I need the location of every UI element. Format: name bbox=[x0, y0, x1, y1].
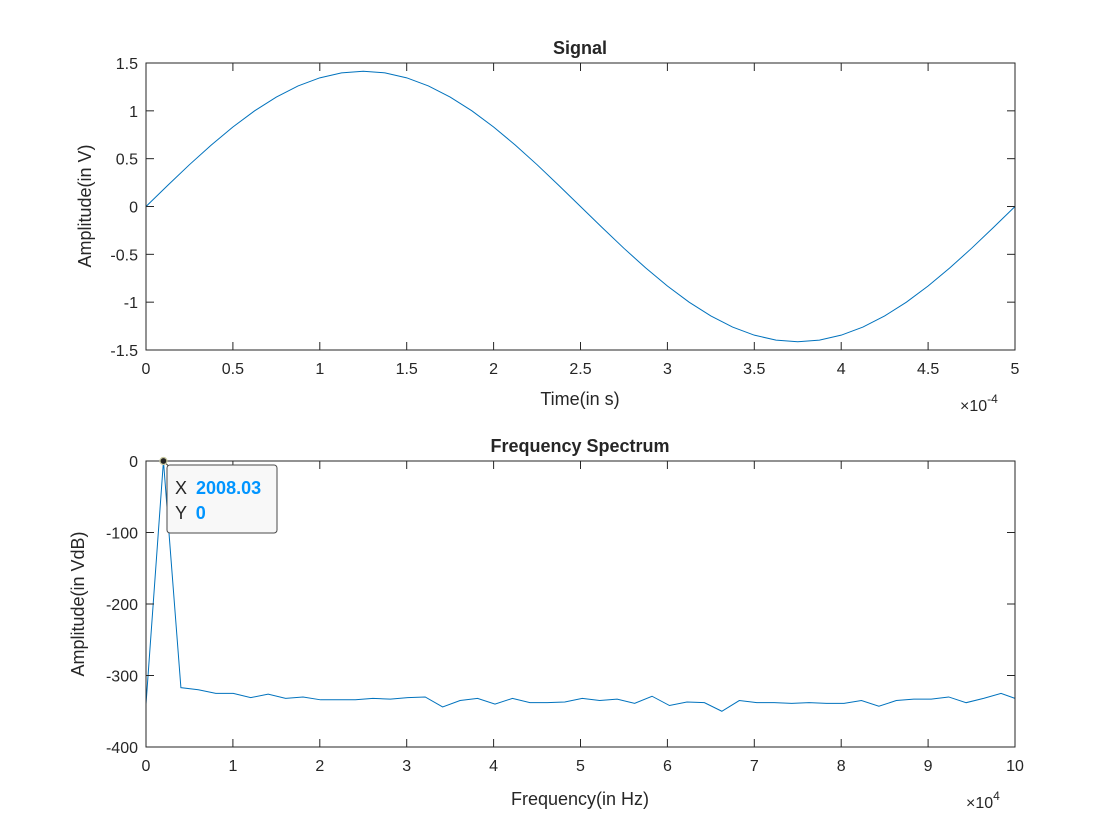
spectrum-xtick-label: 10 bbox=[1006, 758, 1024, 775]
signal-xtick-label: 1.5 bbox=[396, 361, 418, 378]
spectrum-xlabel: Frequency(in Hz) bbox=[511, 789, 649, 809]
signal-xtick-label: 2.5 bbox=[569, 361, 591, 378]
spectrum-plot bbox=[145, 460, 1016, 712]
spectrum-ytick-label: 0 bbox=[129, 454, 138, 471]
spectrum-ytick-label: -200 bbox=[106, 597, 138, 614]
spectrum-xtick-label: 0 bbox=[142, 758, 151, 775]
spectrum-ytick-label: -300 bbox=[106, 669, 138, 686]
signal-x-exponent-power: -4 bbox=[987, 392, 998, 406]
spectrum-xtick-label: 6 bbox=[663, 758, 672, 775]
spectrum-x-exponent: ×104 bbox=[966, 789, 1000, 812]
signal-ylabel: Amplitude(in V) bbox=[75, 144, 95, 267]
signal-xtick-label: 2 bbox=[489, 361, 498, 378]
datatip-x-label: X bbox=[175, 478, 187, 498]
spectrum-xtick-label: 7 bbox=[750, 758, 759, 775]
spectrum-xtick-label: 5 bbox=[576, 758, 585, 775]
signal-ytick-label: -0.5 bbox=[110, 247, 138, 264]
signal-plot bbox=[145, 70, 1016, 343]
signal-xtick-label: 4 bbox=[837, 361, 846, 378]
spectrum-ytick-label: -400 bbox=[106, 740, 138, 757]
signal-x-exponent: ×10-4 bbox=[960, 392, 998, 415]
signal-ytick-label: -1 bbox=[124, 295, 138, 312]
signal-xtick-label: 3.5 bbox=[743, 361, 765, 378]
signal-xlabel: Time(in s) bbox=[540, 389, 619, 409]
datatip-x-row: X 2008.03 bbox=[175, 478, 261, 498]
signal-ytick-label: 1.5 bbox=[116, 56, 138, 73]
signal-xtick-label: 0 bbox=[142, 361, 151, 378]
spectrum-x-exponent-power: 4 bbox=[993, 789, 1000, 803]
datatip[interactable]: X 2008.03 Y 0 bbox=[159, 456, 278, 534]
signal-xtick-label: 1 bbox=[315, 361, 324, 378]
signal-xtick-label: 5 bbox=[1011, 361, 1020, 378]
spectrum-xtick-label: 9 bbox=[924, 758, 933, 775]
signal-ytick-label: 0.5 bbox=[116, 152, 138, 169]
spectrum-xtick-label: 8 bbox=[837, 758, 846, 775]
datatip-y-value: 0 bbox=[196, 503, 206, 523]
spectrum-series-line[interactable] bbox=[145, 460, 1016, 712]
spectrum-xtick-label: 3 bbox=[402, 758, 411, 775]
signal-xtick-label: 0.5 bbox=[222, 361, 244, 378]
datatip-y-label: Y bbox=[175, 503, 187, 523]
datatip-x-value: 2008.03 bbox=[196, 478, 261, 498]
spectrum-plot-area bbox=[146, 461, 1015, 747]
spectrum-xtick-label: 2 bbox=[315, 758, 324, 775]
signal-ytick-label: 1 bbox=[129, 104, 138, 121]
spectrum-ticks: 0 1 2 3 4 5 6 7 8 9 10 -400 -300 -200 -100 0 bbox=[106, 454, 1024, 775]
datatip-marker[interactable] bbox=[159, 456, 168, 466]
spectrum-xtick-label: 1 bbox=[228, 758, 237, 775]
signal-series-line[interactable] bbox=[145, 70, 1016, 343]
signal-ytick-label: 0 bbox=[129, 200, 138, 217]
signal-title: Signal bbox=[553, 38, 607, 58]
spectrum-ylabel: Amplitude(in VdB) bbox=[68, 531, 88, 676]
spectrum-xtick-label: 4 bbox=[489, 758, 498, 775]
spectrum-ytick-label: -100 bbox=[106, 526, 138, 543]
signal-xtick-label: 3 bbox=[663, 361, 672, 378]
datatip-y-row: Y 0 bbox=[175, 503, 206, 523]
signal-axes[interactable]: 0 0.5 1 1.5 2 2.5 3 3.5 4 4.5 5-1.5-1-0.500.511.5 … bbox=[75, 38, 1020, 415]
signal-ytick-label: -1.5 bbox=[110, 343, 138, 360]
signal-ticks: 0 0.5 1 1.5 2 2.5 3 3.5 4 4.5 5 -1.5 -1 -0.5 0 0.5 1 1.5 bbox=[110, 56, 1019, 378]
datatip-box bbox=[166, 464, 278, 534]
spectrum-axes[interactable]: 0 1 2 3 4 5 6 7 8 9 10 -400 -300 -200 -100 0 Frequency … bbox=[68, 436, 1024, 812]
signal-xtick-label: 4.5 bbox=[917, 361, 939, 378]
spectrum-title: Frequency Spectrum bbox=[490, 436, 669, 456]
